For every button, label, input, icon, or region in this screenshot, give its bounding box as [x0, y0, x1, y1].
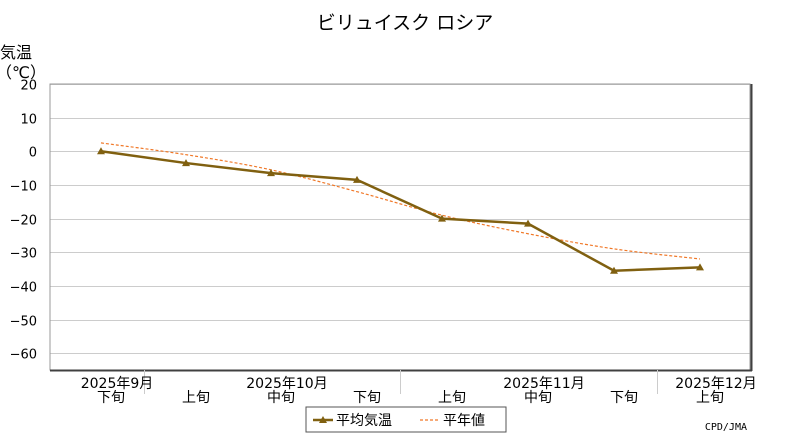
y-tick-label: −60 [10, 348, 37, 363]
x-category-label: 中旬 [524, 390, 552, 406]
y-tick-label: 10 [20, 113, 37, 128]
y-tick-label: −20 [10, 214, 37, 229]
y-tick-label: −30 [10, 247, 37, 262]
legend-normal-label: 平年値 [443, 413, 485, 429]
mean-point-marker [97, 147, 105, 155]
x-month-label: 2025年12月 [675, 376, 756, 392]
gridlines [50, 84, 750, 354]
chart-title: ビリュイスク ロシア [317, 12, 493, 34]
x-month-label: 2025年10月 [246, 376, 327, 392]
series-mean [97, 147, 704, 274]
mean-point-marker [353, 175, 361, 183]
y-tick-label: −40 [10, 281, 37, 296]
mean-point-marker [610, 266, 618, 274]
mean-point-marker [524, 219, 532, 227]
legend: 平均気温 平年値 [305, 406, 507, 433]
x-month-label: 2025年9月 [81, 376, 154, 392]
y-tick-label: 0 [29, 146, 37, 161]
x-category-label: 上旬 [696, 390, 724, 406]
x-month-label: 2025年11月 [503, 376, 584, 392]
mean-line [100, 150, 701, 273]
mean-point-marker [267, 169, 275, 177]
y-axis-label-line1: 気温 [0, 43, 32, 62]
mean-point-marker [182, 159, 190, 167]
normal-line [100, 142, 701, 260]
x-category-label: 下旬 [97, 390, 125, 406]
x-category-label: 上旬 [438, 390, 466, 406]
x-category-label: 中旬 [267, 390, 295, 406]
y-tick-label: −10 [10, 180, 37, 195]
y-tick-labels: 20 10 0 −10 −20 −30 −40 −50 −60 [10, 79, 37, 363]
y-axis-label-line2: （℃） [0, 63, 46, 82]
y-tick-label: 20 [20, 79, 37, 94]
x-category-label: 上旬 [182, 390, 210, 406]
x-category-label: 下旬 [610, 390, 638, 406]
x-category-label: 下旬 [353, 390, 381, 406]
y-tick-label: −50 [10, 315, 37, 330]
legend-mean-marker [319, 416, 327, 423]
mean-point-marker [438, 214, 446, 222]
legend-mean-label: 平均気温 [336, 413, 392, 429]
legend-box [305, 406, 507, 433]
credit: CPD/JMA [705, 422, 747, 433]
plot-area-frame [49, 83, 751, 371]
mean-point-marker [696, 263, 704, 271]
series-normal [100, 142, 701, 260]
